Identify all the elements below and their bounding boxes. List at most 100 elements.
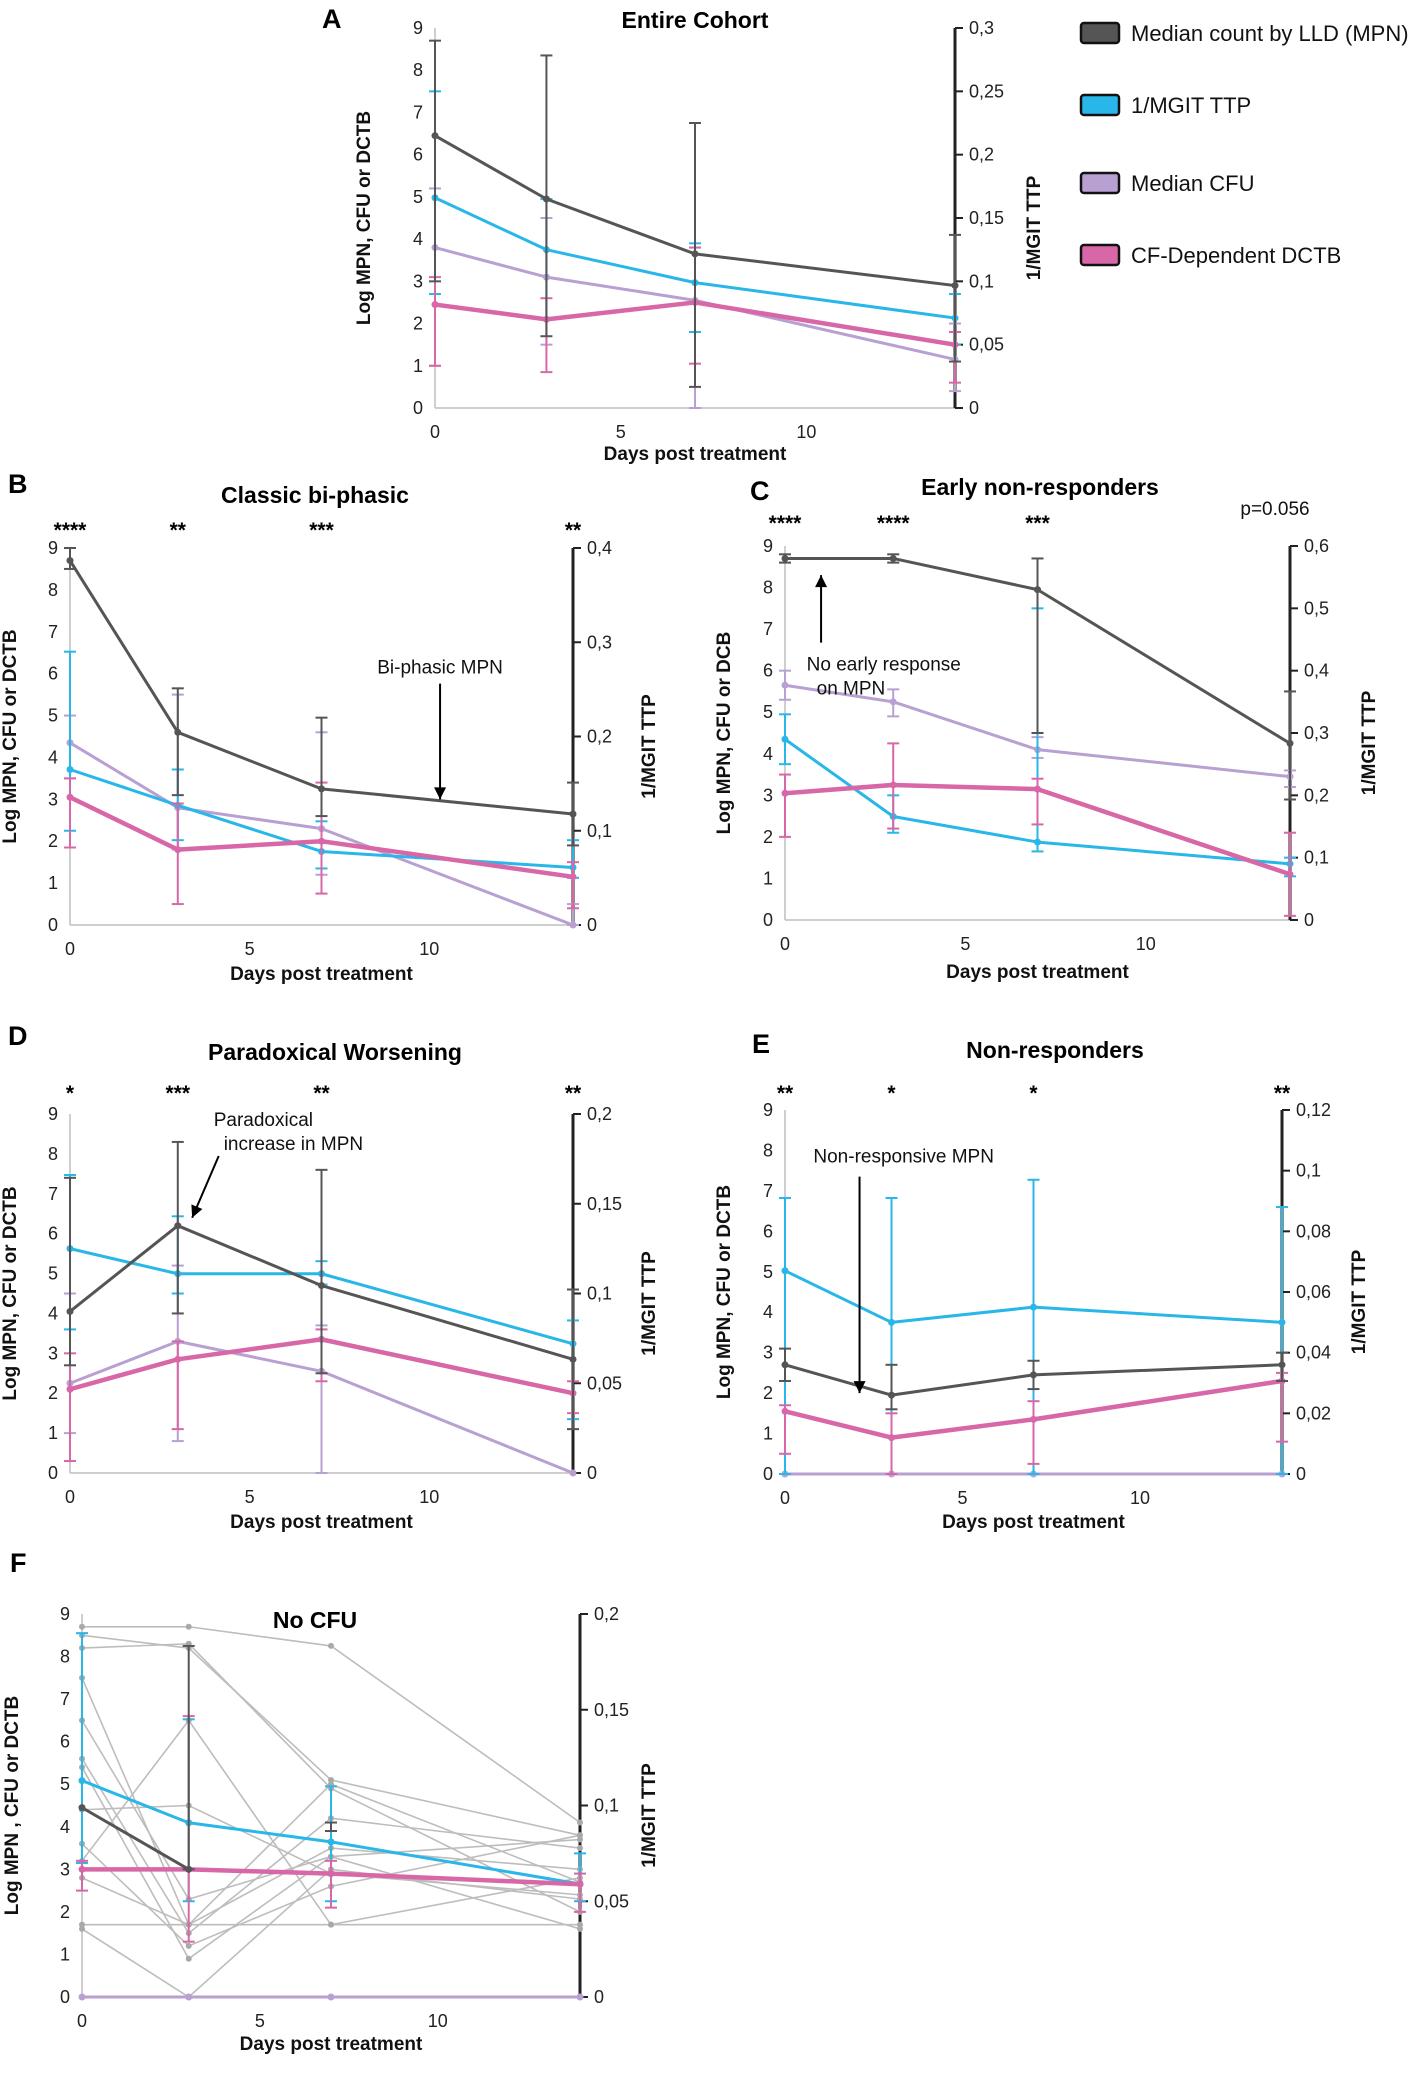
y-tick-label: 1 [763, 868, 773, 888]
mpn-point [781, 554, 789, 562]
mpn-line [784, 1363, 1283, 1397]
y-tick-label: 1 [763, 1424, 773, 1444]
mpn-point [318, 1282, 325, 1290]
y-tick-label: 6 [60, 1732, 70, 1752]
y-tick-label: 3 [48, 1343, 58, 1363]
y2-tick-label: 0 [587, 915, 597, 935]
y-tick-label: 7 [413, 102, 423, 122]
y-tick-label: 7 [763, 1181, 773, 1201]
y2-tick-label: 0,25 [969, 81, 1004, 101]
mgit-line [434, 196, 956, 320]
legend-swatch-mgit [1079, 93, 1121, 117]
mpn-point [569, 1355, 577, 1363]
y2-tick-label: 0,3 [587, 632, 612, 652]
individual-line [81, 1719, 581, 1901]
y-tick-label: 6 [763, 661, 773, 681]
x-tick-label: 10 [1130, 1488, 1150, 1508]
y2-tick-label: 0 [594, 1987, 604, 2007]
y-tick-label: 1 [60, 1944, 70, 1964]
mgit-point [888, 1318, 895, 1326]
y-tick-label: 1 [48, 873, 58, 893]
cfu-point [569, 1469, 577, 1477]
dctb-point [888, 1434, 895, 1442]
y2-tick-label: 0,4 [1304, 661, 1329, 681]
y-tick-label: 0 [763, 910, 773, 930]
mpn-line [69, 1224, 574, 1361]
y-tick-label: 0 [763, 1464, 773, 1484]
panel-title: No CFU [273, 1607, 357, 1633]
y-tick-label: 2 [763, 827, 773, 847]
y-tick-label: 8 [763, 1140, 773, 1160]
mgit-point [781, 735, 789, 743]
mpn-point [781, 1361, 789, 1369]
dctb-point [66, 1385, 74, 1393]
individual-line [81, 1868, 581, 1999]
y-tick-label: 9 [48, 538, 58, 558]
mpn-point [1286, 739, 1294, 747]
panel-letter: C [750, 476, 770, 506]
panel-c: 0 1 2 3 4 5 6 7 8 9 0 0,1 0,2 0,3 0,4 0,5 0,6 0 5 10 C Early … [714, 474, 1380, 983]
mgit-line [784, 1269, 1283, 1324]
significance-marker: *** [309, 519, 334, 542]
y-tick-label: 0 [413, 398, 423, 418]
mpn-point [951, 282, 959, 290]
cfu-point [889, 698, 897, 706]
significance-marker: ** [1274, 1082, 1291, 1105]
panel-title: Entire Cohort [622, 7, 769, 33]
y2-tick-label: 0,2 [1304, 785, 1329, 805]
x-axis-label: Days post treatment [230, 964, 413, 985]
individual-line [81, 1766, 581, 1960]
y-tick-label: 3 [60, 1859, 70, 1879]
y2-tick-label: 0,1 [1296, 1161, 1321, 1181]
significance-marker: **** [54, 519, 88, 542]
x-tick-label: 5 [957, 1488, 967, 1508]
x-tick-label: 0 [780, 1488, 790, 1508]
mpn-point [888, 1391, 895, 1399]
significance-marker: ** [565, 1082, 582, 1105]
y-tick-label: 4 [413, 229, 423, 249]
y2-tick-label: 0,1 [587, 1284, 612, 1304]
dctb-point [1030, 1415, 1037, 1423]
y2-axis-label: 1/MGIT TTP [1349, 1249, 1370, 1354]
panel-e: 0 1 2 3 4 5 6 7 8 9 0 0,02 0,04 0,06 0,08 0,1 0,12 0 5 10 E N… [714, 1029, 1370, 1533]
individual-line [81, 1847, 581, 1926]
individual-point [577, 1921, 583, 1928]
y-tick-label: 1 [413, 356, 423, 376]
annotation-arrowhead [853, 1381, 866, 1394]
panel-letter: B [8, 469, 28, 499]
panel-d: 0 1 2 3 4 5 6 7 8 9 0 0,05 0,1 0,15 0,2 0 5 10 D Paradoxica… [0, 1021, 660, 1533]
y-tick-label: 2 [60, 1902, 70, 1922]
mpn-point [66, 1307, 74, 1315]
annotation-text: Bi-phasic MPN [377, 658, 503, 679]
individual-point [79, 1925, 85, 1932]
mpn-point [78, 1804, 86, 1812]
legend-label-mpn: Median count by LLD (MPN) [1131, 21, 1409, 46]
significance-marker: *** [1025, 512, 1050, 535]
individual-point [328, 1642, 334, 1649]
mgit-point [327, 1838, 335, 1846]
mpn-point [185, 1865, 193, 1873]
significance-marker: *** [166, 1082, 191, 1105]
dctb-point [569, 873, 577, 881]
x-tick-label: 5 [255, 2011, 265, 2031]
individual-line [81, 1642, 581, 1913]
y2-tick-label: 0,15 [587, 1194, 622, 1214]
y2-tick-label: 0,4 [587, 538, 612, 558]
cfu-point [185, 1993, 193, 2001]
cfu-point [569, 921, 577, 929]
mpn-point [542, 195, 550, 203]
dctb-line [69, 1337, 574, 1396]
individual-line [81, 1758, 581, 1935]
y-tick-label: 5 [763, 702, 773, 722]
y-tick-label: 4 [763, 1302, 773, 1322]
dctb-point [1286, 870, 1294, 878]
y2-tick-label: 0,15 [969, 208, 1004, 228]
y2-tick-label: 0,6 [1304, 536, 1329, 556]
annotation-arrowhead [815, 575, 828, 588]
individual-point [577, 1832, 583, 1839]
p-value: p=0.056 [1240, 499, 1309, 520]
individual-line [81, 1719, 581, 1926]
annotation-text: on MPN [817, 679, 886, 700]
x-tick-label: 5 [616, 422, 626, 442]
mpn-point [318, 785, 325, 793]
